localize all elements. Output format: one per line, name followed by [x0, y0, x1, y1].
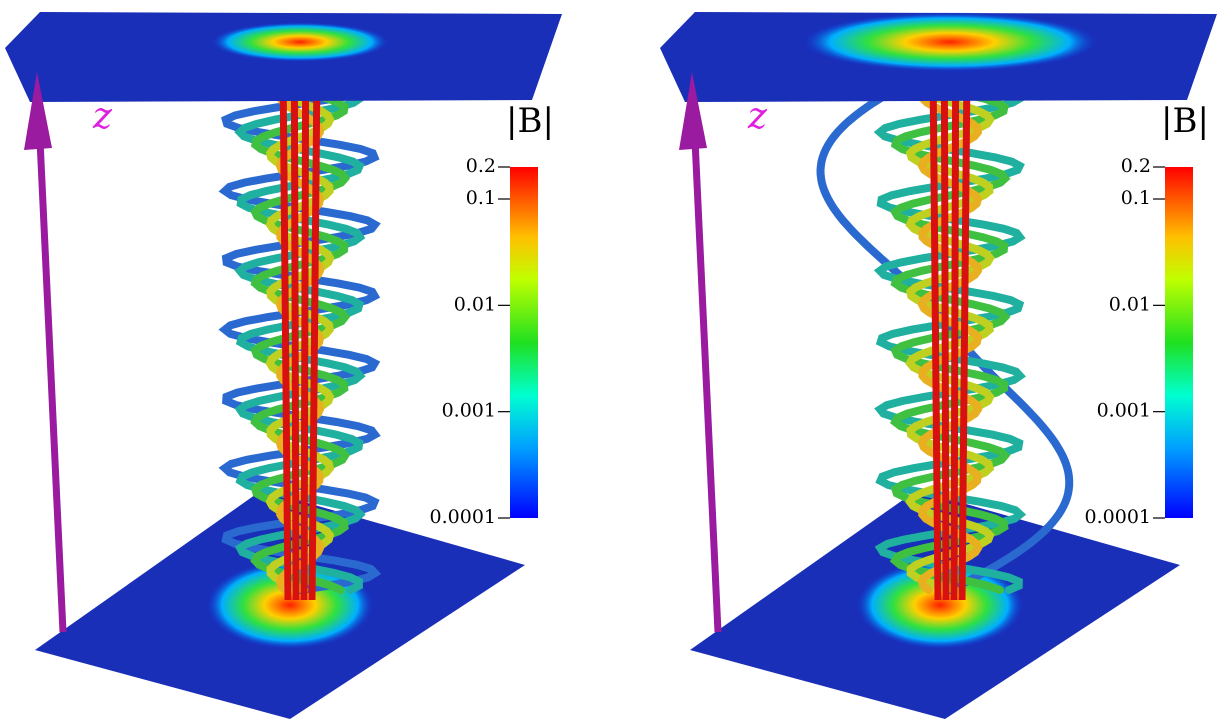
- z-arrow-head: [679, 72, 707, 150]
- core-line: [940, 89, 950, 601]
- z-arrow: [36, 139, 67, 633]
- colorbar-tick-label: 0.2: [466, 155, 496, 177]
- core-line: [950, 89, 960, 601]
- field-line: [234, 82, 366, 594]
- core-line: [290, 89, 300, 601]
- field-line: [816, 82, 1074, 594]
- colorbar-tick-label: 0.001: [1097, 400, 1151, 422]
- panel: z |B| 0.2 0.1 0.01 0.001 0.0001: [660, 12, 1217, 719]
- colorbar-tick-label: 0.1: [1121, 187, 1151, 209]
- axis-label: z: [747, 96, 768, 137]
- colorbar-title: |B|: [506, 101, 554, 141]
- z-arrow-head: [24, 72, 52, 150]
- core-line: [958, 89, 971, 601]
- core-line: [279, 89, 292, 601]
- colorbar-tick-label: 0.2: [1121, 155, 1151, 177]
- field-line: [917, 82, 983, 594]
- colorbar-tick-label: 0.0001: [1085, 506, 1151, 528]
- colorbar-tick-label: 0.001: [442, 400, 496, 422]
- axis-label: z: [92, 96, 113, 137]
- core-line: [300, 89, 310, 601]
- top-spot: [800, 12, 1100, 72]
- z-arrow: [691, 139, 722, 633]
- panel: z |B| 0.2 0.1 0.01 0.001 0.0001: [5, 12, 562, 719]
- colorbar-tick-label: 0.01: [454, 293, 496, 315]
- colorbar-tick-label: 0.0001: [430, 506, 496, 528]
- field-line: [873, 82, 1027, 594]
- core-line: [308, 89, 321, 601]
- colorbar: [510, 167, 538, 518]
- colorbar-tick-label: 0.01: [1109, 293, 1151, 315]
- core-line: [929, 89, 942, 601]
- colorbar: [1165, 167, 1193, 518]
- colorbar-tick-label: 0.1: [466, 187, 496, 209]
- top-spot: [210, 22, 390, 62]
- colorbar-title: |B|: [1161, 101, 1209, 141]
